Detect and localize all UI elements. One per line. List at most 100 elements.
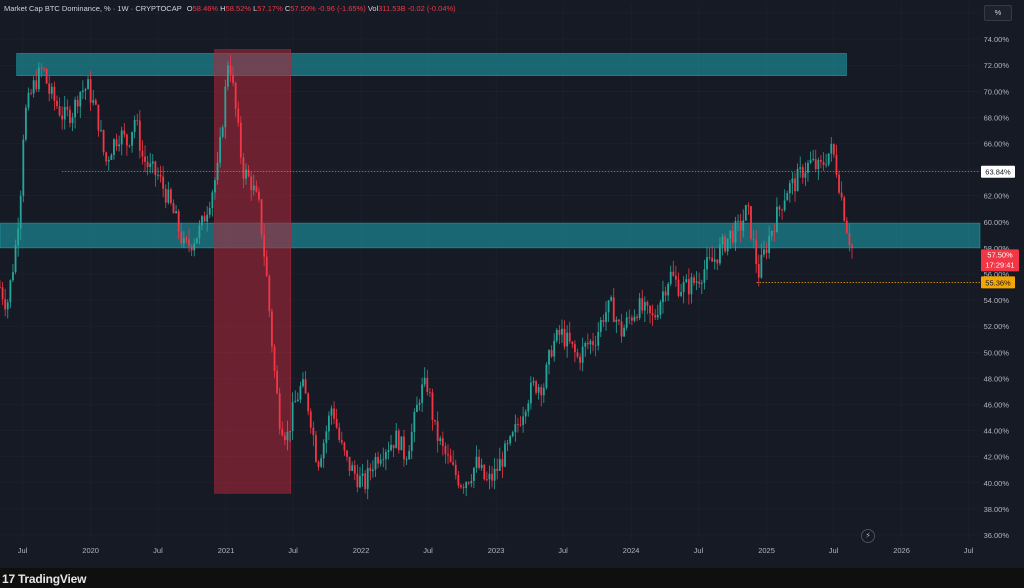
candle-body: [299, 386, 302, 400]
candle-body: [340, 439, 343, 443]
price-tag-value: 57.50%: [987, 250, 1013, 259]
candle-body: [807, 162, 809, 173]
candle-body: [851, 245, 853, 248]
level-tag: [981, 276, 1015, 289]
candle-body: [76, 99, 79, 107]
candle-body: [607, 300, 610, 313]
candle-body: [522, 416, 525, 425]
candle-body: [273, 346, 276, 371]
candle-body: [170, 189, 172, 204]
candle-body: [674, 275, 677, 280]
candle-body: [123, 130, 126, 135]
candle-body: [84, 89, 87, 91]
candle-body: [330, 408, 333, 416]
candle-body: [441, 438, 444, 446]
y-tick-label: 48.00%: [984, 374, 1010, 383]
candle-body: [382, 459, 385, 460]
tradingview-logo[interactable]: 17 TradingView: [2, 572, 86, 586]
candle-body: [182, 238, 185, 244]
candle-body: [58, 106, 61, 116]
btc-dominance-chart[interactable]: 76.00%74.00%72.00%70.00%68.00%66.00%64.0…: [0, 0, 1024, 568]
candle-body: [485, 479, 488, 481]
candle-body: [154, 161, 157, 176]
candle-body: [366, 467, 369, 490]
candle-body: [796, 168, 799, 192]
candle-body: [835, 154, 838, 175]
candle-body: [794, 178, 796, 192]
y-tick-label: 60.00%: [984, 218, 1010, 227]
candle-body: [283, 435, 286, 441]
candle-body: [63, 106, 66, 120]
candle-body: [180, 231, 183, 244]
candle-body: [94, 100, 97, 105]
candle-body: [801, 167, 804, 178]
candle-body: [752, 238, 755, 241]
candle-body: [550, 350, 553, 357]
candle-body: [157, 174, 159, 176]
candle-body: [193, 243, 196, 251]
candle-body: [405, 459, 408, 461]
candle-body: [775, 206, 778, 232]
resistance-zone: [16, 53, 847, 76]
candle-body: [12, 272, 14, 281]
candle-body: [618, 319, 620, 322]
x-tick-label: Jul: [153, 546, 163, 555]
candle-body: [45, 69, 48, 84]
candle-body: [573, 344, 576, 353]
candle-body: [498, 459, 501, 471]
candle-body: [408, 450, 411, 460]
candle-body: [71, 117, 74, 124]
candle-body: [416, 404, 418, 412]
candle-body: [825, 164, 828, 166]
range-zone: [214, 49, 292, 494]
candle-body: [175, 211, 178, 214]
candle-body: [418, 402, 421, 405]
chart-area[interactable]: 76.00%74.00%72.00%70.00%68.00%66.00%64.0…: [0, 0, 1024, 568]
candle-body: [568, 332, 571, 342]
candle-body: [654, 315, 657, 318]
candle-body: [667, 283, 670, 296]
candle-body: [102, 130, 105, 153]
candle-body: [602, 319, 605, 323]
legend-source: CRYPTOCAP: [135, 4, 182, 13]
candle-body: [372, 469, 374, 472]
candle-body: [820, 159, 822, 162]
candle-body: [843, 197, 846, 221]
candle-body: [164, 188, 167, 203]
candle-body: [781, 209, 783, 211]
candle-body: [32, 80, 35, 94]
candle-body: [369, 467, 372, 472]
candle-body: [605, 312, 607, 323]
candle-body: [729, 230, 732, 239]
candle-body: [395, 430, 398, 449]
candle-body: [703, 269, 706, 283]
legend-high-value: 58.52%: [225, 4, 252, 13]
y-tick-label: 54.00%: [984, 296, 1010, 305]
candle-body: [211, 192, 214, 209]
candle-body: [773, 231, 776, 232]
candle-body: [423, 377, 426, 385]
candle-body: [540, 387, 543, 396]
candle-body: [592, 341, 594, 345]
candle-body: [190, 245, 193, 251]
candle-body: [529, 382, 532, 404]
candle-body: [260, 199, 263, 235]
candle-body: [755, 240, 758, 265]
legend-volume-value: 311.53B: [378, 4, 406, 13]
candle-body: [351, 465, 354, 471]
lightning-icon[interactable]: ⚡: [861, 529, 875, 543]
candle-body: [74, 99, 77, 118]
candle-body: [265, 256, 268, 277]
x-tick-label: 2020: [82, 546, 99, 555]
candle-body: [454, 464, 457, 476]
y-tick-label: 62.00%: [984, 192, 1010, 201]
candle-body: [232, 74, 234, 83]
candle-body: [89, 79, 92, 103]
candle-body: [37, 67, 40, 90]
candle-body: [97, 104, 100, 131]
candle-body: [698, 281, 701, 284]
candle-body: [584, 342, 587, 347]
candle-body: [716, 259, 719, 264]
tradingview-brand-name: TradingView: [17, 572, 87, 586]
percent-scale-button[interactable]: %: [984, 5, 1012, 21]
